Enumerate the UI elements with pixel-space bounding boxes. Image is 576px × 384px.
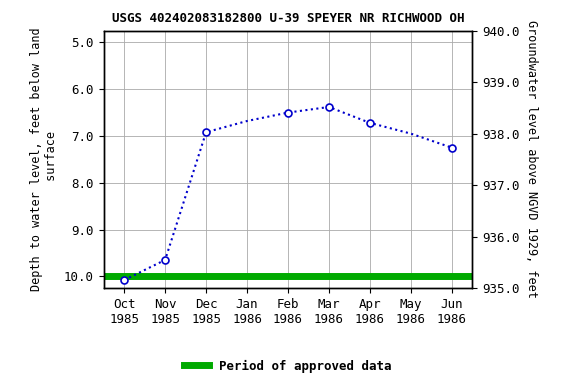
Y-axis label: Depth to water level, feet below land
 surface: Depth to water level, feet below land su… [31, 28, 58, 291]
Title: USGS 402402083182800 U-39 SPEYER NR RICHWOOD OH: USGS 402402083182800 U-39 SPEYER NR RICH… [112, 12, 464, 25]
Legend: Period of approved data: Period of approved data [179, 355, 397, 378]
Y-axis label: Groundwater level above NGVD 1929, feet: Groundwater level above NGVD 1929, feet [525, 20, 538, 298]
